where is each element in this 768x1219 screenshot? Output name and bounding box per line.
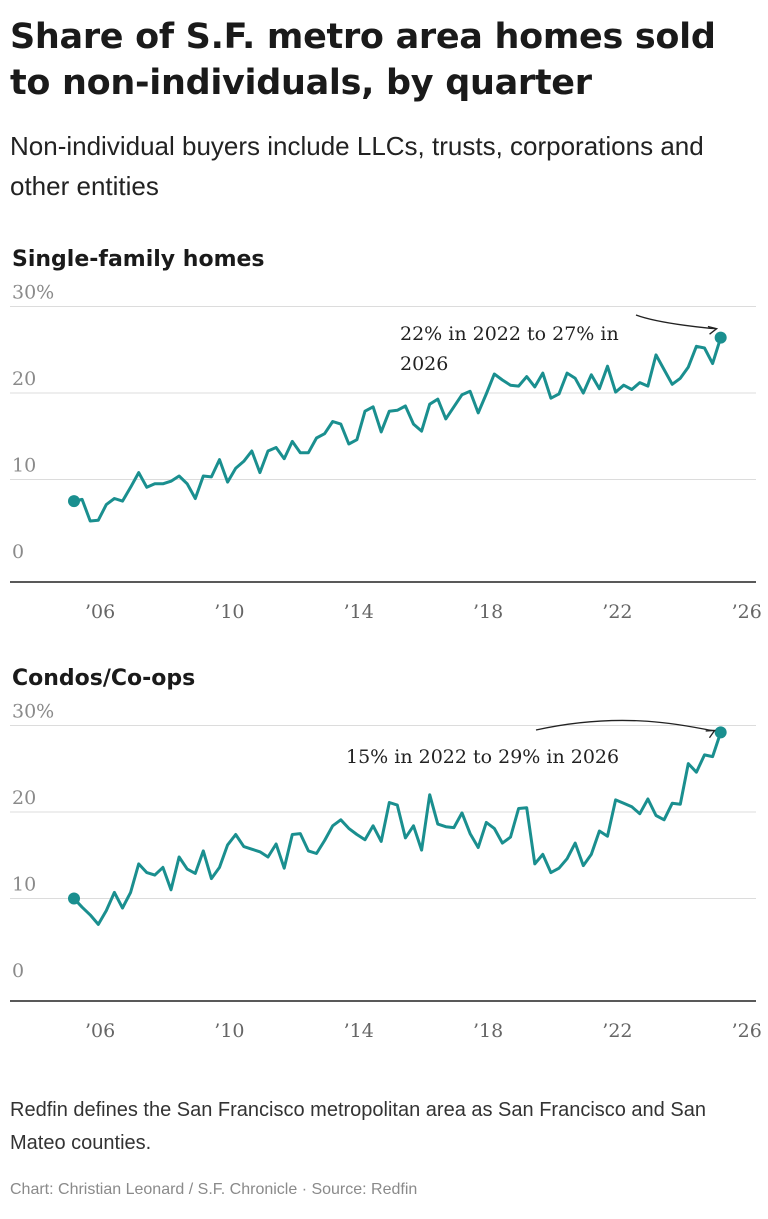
series-line (72, 730, 723, 926)
x-tick-label: ’06 (85, 601, 115, 623)
x-tick-label: ’22 (602, 1020, 632, 1042)
x-tick-label: ’10 (214, 1020, 244, 1042)
panel-title: Single-family homes (12, 247, 265, 272)
end-point (714, 726, 727, 739)
chart-subtitle: Non-individual buyers include LLCs, trus… (10, 131, 704, 201)
annotation-text: 15% in 2022 to 29% in 2026 (346, 746, 619, 768)
panel-title: Condos/Co-ops (12, 666, 195, 691)
y-tick-label: 10 (12, 455, 36, 477)
start-point (68, 892, 80, 905)
end-point (714, 331, 727, 344)
y-tick-label: 30% (12, 282, 54, 304)
y-tick-label: 20 (12, 787, 36, 809)
series-line (72, 336, 723, 523)
y-tick-label: 30% (12, 701, 54, 723)
x-tick-label: ’06 (85, 1020, 115, 1042)
annotation-arrow (635, 314, 717, 330)
start-point (68, 495, 80, 508)
single-family-chart: Single-family homes 0 10 20 30% ’06 ’10 ’14 ’18 ’… (10, 247, 762, 623)
y-tick-label: 10 (12, 874, 36, 896)
x-tick-label: ’10 (214, 601, 244, 623)
x-tick-label: ’18 (473, 601, 503, 623)
x-tick-label: ’26 (732, 1020, 762, 1042)
x-tick-label: ’14 (344, 601, 374, 623)
y-tick-label: 0 (12, 960, 24, 982)
arrowhead-icon (707, 325, 719, 335)
x-tick-label: ’14 (344, 1020, 374, 1042)
condos-chart: Condos/Co-ops 0 10 20 30% ’06 ’10 ’14 ’18 ’22 ’26 1… (10, 666, 762, 1042)
arrowhead-icon (705, 729, 716, 739)
credit-line: Chart: Christian Leonard / S.F. Chronicl… (10, 1181, 418, 1198)
chart-title: Share of S.F. metro area homes sold to n… (10, 17, 716, 103)
footnote: Redfin defines the San Francisco metropo… (10, 1099, 706, 1154)
x-tick-label: ’18 (473, 1020, 503, 1042)
y-tick-label: 20 (12, 368, 36, 390)
annotation-text: 22% in 2022 to 27% in 2026 (400, 323, 619, 375)
x-tick-label: ’26 (732, 601, 762, 623)
x-tick-label: ’22 (602, 601, 632, 623)
y-tick-label: 0 (12, 541, 24, 563)
